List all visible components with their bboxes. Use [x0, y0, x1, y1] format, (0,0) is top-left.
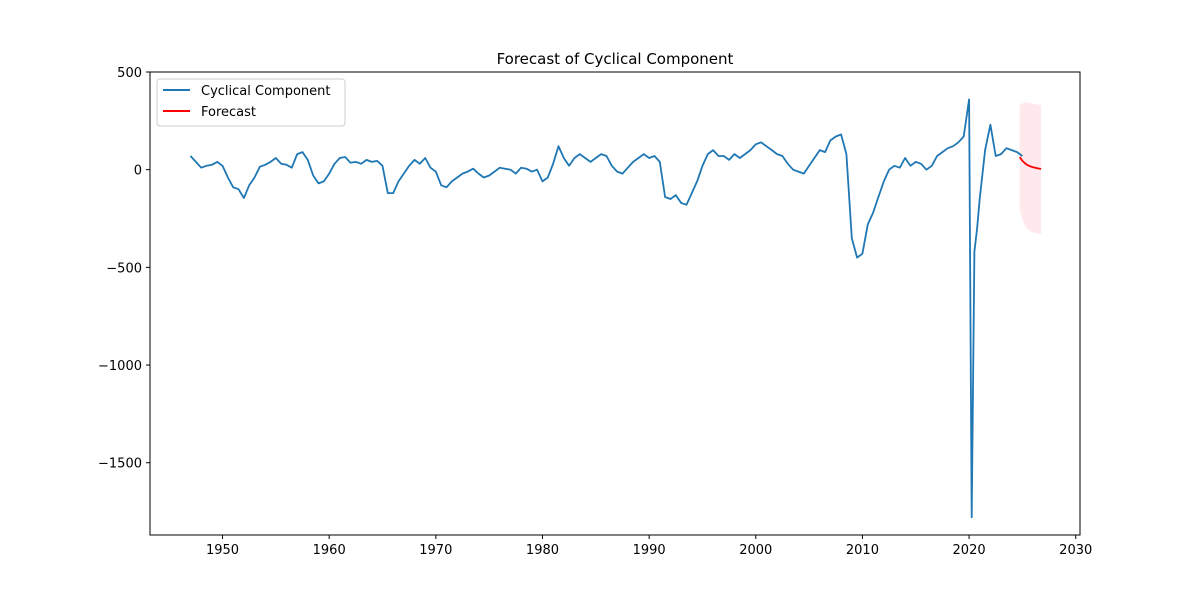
x-tick-label: 1950 [206, 543, 239, 558]
plot-frame [149, 71, 1081, 536]
legend-label-forecast: Forecast [201, 105, 256, 120]
forecast-line [1018, 156, 1042, 170]
x-tick-label: 2010 [846, 543, 879, 558]
forecast-confidence-band [1019, 102, 1042, 235]
y-tick-label: 500 [117, 66, 142, 81]
x-tick-label: 2000 [739, 543, 772, 558]
y-tick-label: −1500 [98, 457, 142, 472]
forecast-band-layer [1019, 102, 1042, 235]
x-tick-label: 1960 [313, 543, 346, 558]
x-tick-label: 2020 [953, 543, 986, 558]
series-layer [189, 98, 1042, 519]
legend-label-cyclical-component: Cyclical Component [201, 84, 330, 99]
x-axis: 1950 1960 1970 1980 1990 2000 2010 2020 2030 [206, 535, 1092, 558]
x-tick-label: 2030 [1059, 543, 1092, 558]
y-tick-label: 0 [134, 164, 142, 179]
x-tick-label: 1970 [419, 543, 452, 558]
y-tick-label: −1000 [98, 359, 142, 374]
y-tick-label: −500 [106, 261, 142, 276]
legend: Cyclical Component Forecast [156, 78, 346, 127]
cyclical-component-line [189, 98, 1023, 519]
chart-title: Forecast of Cyclical Component [497, 50, 734, 68]
x-tick-label: 1990 [633, 543, 666, 558]
legend-box [156, 78, 346, 127]
y-axis: 500 0 −500 −1000 −1500 [98, 66, 150, 472]
x-tick-label: 1980 [526, 543, 559, 558]
